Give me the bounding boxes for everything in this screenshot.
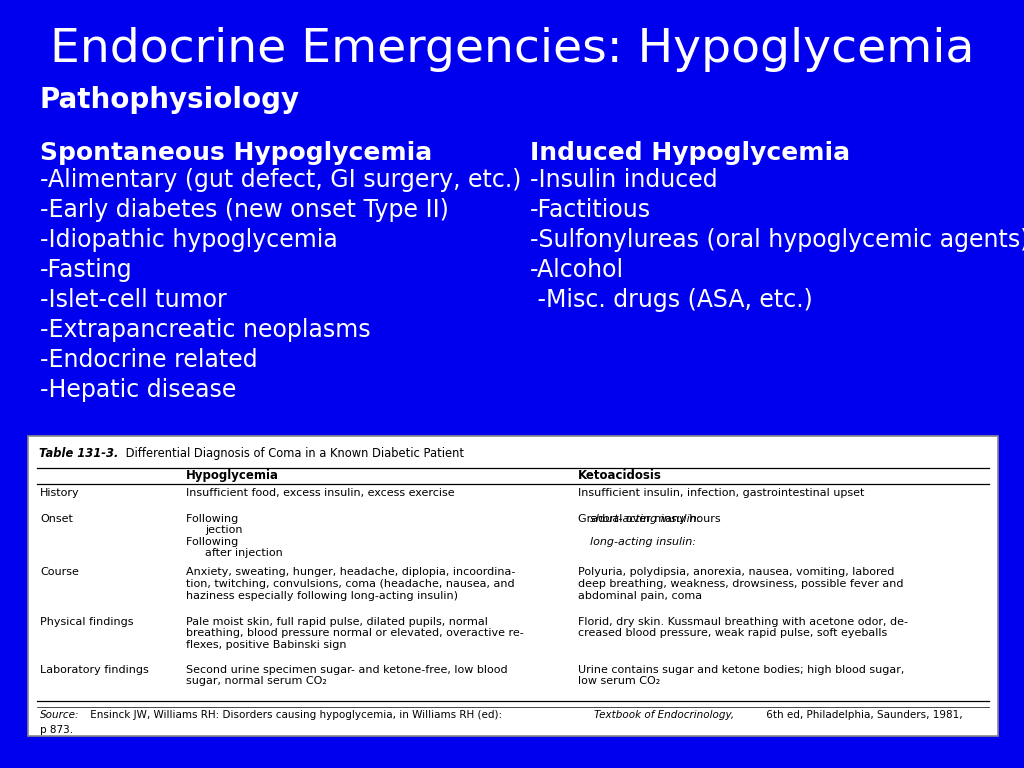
Text: Induced Hypoglycemia: Induced Hypoglycemia	[530, 141, 850, 165]
Text: Hypoglycemia: Hypoglycemia	[186, 469, 279, 482]
Text: Gradual over many hours: Gradual over many hours	[579, 514, 721, 524]
Text: Ketoacidosis: Ketoacidosis	[579, 469, 662, 482]
Text: -Early diabetes (new onset Type II): -Early diabetes (new onset Type II)	[40, 198, 449, 222]
Text: -Insulin induced: -Insulin induced	[530, 168, 718, 192]
Text: Onset: Onset	[40, 514, 73, 524]
Text: -Misc. drugs (ASA, etc.): -Misc. drugs (ASA, etc.)	[530, 288, 813, 312]
Text: Physical findings: Physical findings	[40, 617, 134, 627]
Text: after injection: after injection	[205, 548, 283, 558]
Text: Following: Following	[186, 537, 242, 547]
Text: Second urine specimen sugar- and ketone-free, low blood
sugar, normal serum CO₂: Second urine specimen sugar- and ketone-…	[186, 665, 508, 687]
Text: p 873.: p 873.	[40, 725, 74, 735]
Text: -Sulfonylureas (oral hypoglycemic agents): -Sulfonylureas (oral hypoglycemic agents…	[530, 228, 1024, 252]
Text: Differential Diagnosis of Coma in a Known Diabetic Patient: Differential Diagnosis of Coma in a Know…	[122, 447, 464, 460]
Text: Florid, dry skin. Kussmaul breathing with acetone odor, de-
creased blood pressu: Florid, dry skin. Kussmaul breathing wit…	[579, 617, 908, 638]
Text: Insufficient insulin, infection, gastrointestinal upset: Insufficient insulin, infection, gastroi…	[579, 488, 864, 498]
Text: Polyuria, polydipsia, anorexia, nausea, vomiting, labored
deep breathing, weakne: Polyuria, polydipsia, anorexia, nausea, …	[579, 568, 903, 601]
Text: Table 131-3.: Table 131-3.	[39, 447, 119, 460]
Text: -Idiopathic hypoglycemia: -Idiopathic hypoglycemia	[40, 228, 338, 252]
Text: Pale moist skin, full rapid pulse, dilated pupils, normal
breathing, blood press: Pale moist skin, full rapid pulse, dilat…	[186, 617, 523, 650]
Text: -Islet-cell tumor: -Islet-cell tumor	[40, 288, 226, 312]
Text: -Alimentary (gut defect, GI surgery, etc.): -Alimentary (gut defect, GI surgery, etc…	[40, 168, 521, 192]
FancyBboxPatch shape	[28, 436, 998, 736]
Text: Following: Following	[186, 514, 242, 524]
Text: -Hepatic disease: -Hepatic disease	[40, 378, 237, 402]
Text: Urine contains sugar and ketone bodies; high blood sugar,
low serum CO₂: Urine contains sugar and ketone bodies; …	[579, 665, 904, 687]
Text: short-acting insulin:: short-acting insulin:	[590, 514, 700, 524]
Text: -Alcohol: -Alcohol	[530, 258, 624, 282]
Text: jection: jection	[205, 525, 243, 535]
Text: -Endocrine related: -Endocrine related	[40, 348, 258, 372]
Text: Spontaneous Hypoglycemia: Spontaneous Hypoglycemia	[40, 141, 432, 165]
Text: Ensinck JW, Williams RH: Disorders causing hypoglycemia, in Williams RH (ed):: Ensinck JW, Williams RH: Disorders causi…	[87, 710, 505, 720]
Text: Laboratory findings: Laboratory findings	[40, 665, 150, 675]
Text: Course: Course	[40, 568, 79, 578]
Text: -Fasting: -Fasting	[40, 258, 133, 282]
Text: -Factitious: -Factitious	[530, 198, 651, 222]
Text: Insufficient food, excess insulin, excess exercise: Insufficient food, excess insulin, exces…	[186, 488, 455, 498]
Text: Source:: Source:	[40, 710, 80, 720]
Text: Textbook of Endocrinology,: Textbook of Endocrinology,	[594, 710, 734, 720]
Text: History: History	[40, 488, 80, 498]
Text: 6th ed, Philadelphia, Saunders, 1981,: 6th ed, Philadelphia, Saunders, 1981,	[764, 710, 964, 720]
Text: Anxiety, sweating, hunger, headache, diplopia, incoordina-
tion, twitching, conv: Anxiety, sweating, hunger, headache, dip…	[186, 568, 515, 601]
Text: Endocrine Emergencies: Hypoglycemia: Endocrine Emergencies: Hypoglycemia	[50, 28, 974, 72]
Text: Pathophysiology: Pathophysiology	[40, 86, 300, 114]
Text: -Extrapancreatic neoplasms: -Extrapancreatic neoplasms	[40, 318, 371, 342]
Text: long-acting insulin:: long-acting insulin:	[590, 537, 695, 547]
